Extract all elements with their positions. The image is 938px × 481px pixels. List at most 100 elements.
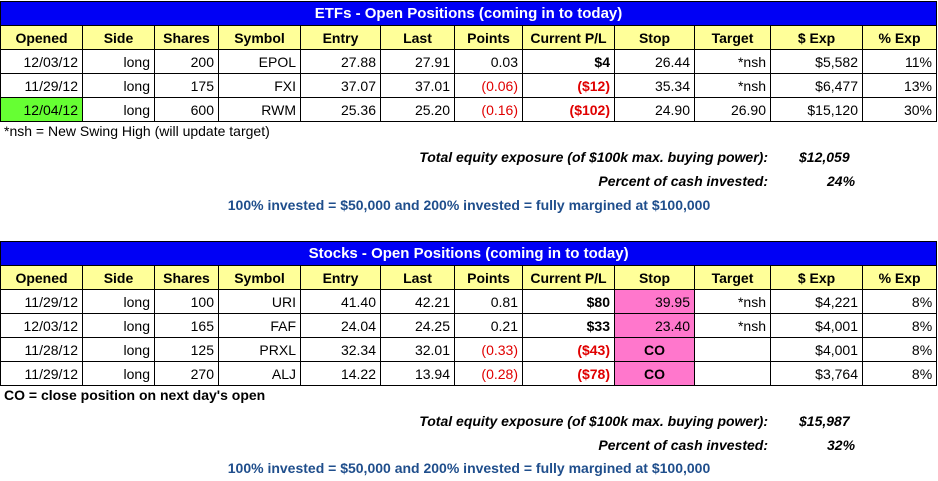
cell-shares: 200 xyxy=(154,49,219,74)
col-header-symbol: Symbol xyxy=(218,265,301,290)
cell-side: long xyxy=(82,73,155,98)
cell-symbol: URI xyxy=(218,289,301,314)
stocks-note: CO = close position on next day's open xyxy=(4,387,266,403)
col-header-shares: Shares xyxy=(154,25,219,50)
etf-cash-value: 24% xyxy=(827,173,856,189)
cell-stop: 35.34 xyxy=(614,73,695,98)
cell-opened: 12/04/12 xyxy=(0,97,83,122)
cell-stop: 23.40 xyxy=(614,313,695,338)
col-header-opened: Opened xyxy=(0,265,83,290)
cell-stop: 24.90 xyxy=(614,97,695,122)
cell-target: *nsh xyxy=(694,49,771,74)
col-header-last: Last xyxy=(380,25,455,50)
cell-shares: 100 xyxy=(154,289,219,314)
cell-target xyxy=(694,337,771,362)
cell-entry: 25.36 xyxy=(300,97,381,122)
cell-percent-exp: 8% xyxy=(861,313,938,338)
cell-entry: 32.34 xyxy=(300,337,381,362)
cell-dollar-exp: $3,764 xyxy=(770,361,863,386)
col-header-points: Points xyxy=(454,25,523,50)
cell-symbol: PRXL xyxy=(218,337,301,362)
cell-current-pl: $33 xyxy=(522,313,615,338)
col-header-stop: Stop xyxy=(614,265,695,290)
cell-entry: 37.07 xyxy=(300,73,381,98)
cell-current-pl: ($43) xyxy=(522,337,615,362)
cell-last: 42.21 xyxy=(380,289,455,314)
etf-invested-text: 100% invested = $50,000 and 200% investe… xyxy=(227,197,711,213)
etf-table-title: ETFs - Open Positions (coming in to toda… xyxy=(0,1,937,26)
cell-shares: 125 xyxy=(154,337,219,362)
cell-opened: 12/03/12 xyxy=(0,49,83,74)
cell-current-pl: $4 xyxy=(522,49,615,74)
cell-current-pl: ($78) xyxy=(522,361,615,386)
stocks-exposure-value: $15,987 xyxy=(799,413,850,429)
etf-note: *nsh = New Swing High (will update targe… xyxy=(4,123,270,139)
col-header-entry: Entry xyxy=(300,25,381,50)
table-row: 12/03/12 long 165 FAF 24.04 24.25 0.21 $… xyxy=(0,313,938,338)
cell-shares: 165 xyxy=(154,313,219,338)
cell-shares: 600 xyxy=(154,97,219,122)
table-row: 11/29/12 long 270 ALJ 14.22 13.94 (0.28)… xyxy=(0,361,938,386)
cell-symbol: FXI xyxy=(218,73,301,98)
stocks-positions-section: Stocks - Open Positions (coming in to to… xyxy=(0,241,938,386)
col-header-symbol: Symbol xyxy=(218,25,301,50)
etf-exposure-value: $12,059 xyxy=(799,149,850,165)
col-header-dollar-exp: $ Exp xyxy=(770,25,863,50)
etf-positions-table: ETFs - Open Positions (coming in to toda… xyxy=(0,1,937,122)
cell-stop: 26.44 xyxy=(614,49,695,74)
cell-target: *nsh xyxy=(694,289,771,314)
col-header-entry: Entry xyxy=(300,265,381,290)
col-header-target: Target xyxy=(694,25,771,50)
cell-side: long xyxy=(82,361,155,386)
cell-entry: 27.88 xyxy=(300,49,381,74)
cell-percent-exp: 30% xyxy=(862,97,937,122)
cell-dollar-exp: $15,120 xyxy=(770,97,863,122)
cell-last: 37.01 xyxy=(380,73,455,98)
cell-dollar-exp: $6,477 xyxy=(770,73,863,98)
col-header-stop: Stop xyxy=(614,25,695,50)
cell-side: long xyxy=(82,289,155,314)
cell-points: 0.21 xyxy=(454,313,523,338)
table-row: 11/29/12 long 175 FXI 37.07 37.01 (0.06)… xyxy=(0,73,937,98)
etf-positions-section: ETFs - Open Positions (coming in to toda… xyxy=(0,1,937,122)
cell-shares: 270 xyxy=(154,361,219,386)
col-header-percent-exp: % Exp xyxy=(861,265,938,290)
table-row: 11/29/12 long 100 URI 41.40 42.21 0.81 $… xyxy=(0,289,938,314)
cell-points: 0.03 xyxy=(454,49,523,74)
stocks-cash-value: 32% xyxy=(827,437,856,453)
cell-last: 25.20 xyxy=(380,97,455,122)
cell-percent-exp: 8% xyxy=(861,361,938,386)
cell-last: 24.25 xyxy=(380,313,455,338)
cell-points: 0.81 xyxy=(454,289,523,314)
cell-shares: 175 xyxy=(154,73,219,98)
cell-current-pl: ($102) xyxy=(522,97,615,122)
col-header-current-pl: Current P/L xyxy=(522,25,615,50)
cell-entry: 24.04 xyxy=(300,313,381,338)
cell-opened: 12/03/12 xyxy=(0,313,83,338)
col-header-percent-exp: % Exp xyxy=(862,25,937,50)
cell-stop: CO xyxy=(614,337,695,362)
stocks-cash-label: Percent of cash invested: xyxy=(598,437,768,453)
cell-points: (0.16) xyxy=(454,97,523,122)
cell-entry: 41.40 xyxy=(300,289,381,314)
cell-target: *nsh xyxy=(694,73,771,98)
cell-current-pl: ($12) xyxy=(522,73,615,98)
cell-opened: 11/29/12 xyxy=(0,361,83,386)
cell-dollar-exp: $4,001 xyxy=(770,313,863,338)
col-header-shares: Shares xyxy=(154,265,219,290)
cell-stop: CO xyxy=(614,361,695,386)
cell-side: long xyxy=(82,49,155,74)
etf-cash-label: Percent of cash invested: xyxy=(598,173,768,189)
col-header-last: Last xyxy=(380,265,455,290)
cell-percent-exp: 11% xyxy=(862,49,937,74)
cell-dollar-exp: $4,221 xyxy=(770,289,863,314)
cell-opened: 11/28/12 xyxy=(0,337,83,362)
cell-target xyxy=(694,361,771,386)
col-header-opened: Opened xyxy=(0,25,83,50)
cell-points: (0.33) xyxy=(454,337,523,362)
table-row: 12/03/12 long 200 EPOL 27.88 27.91 0.03 … xyxy=(0,49,937,74)
cell-last: 27.91 xyxy=(380,49,455,74)
cell-opened: 11/29/12 xyxy=(0,73,83,98)
cell-dollar-exp: $4,001 xyxy=(770,337,863,362)
etf-exposure-label: Total equity exposure (of $100k max. buy… xyxy=(419,149,768,165)
